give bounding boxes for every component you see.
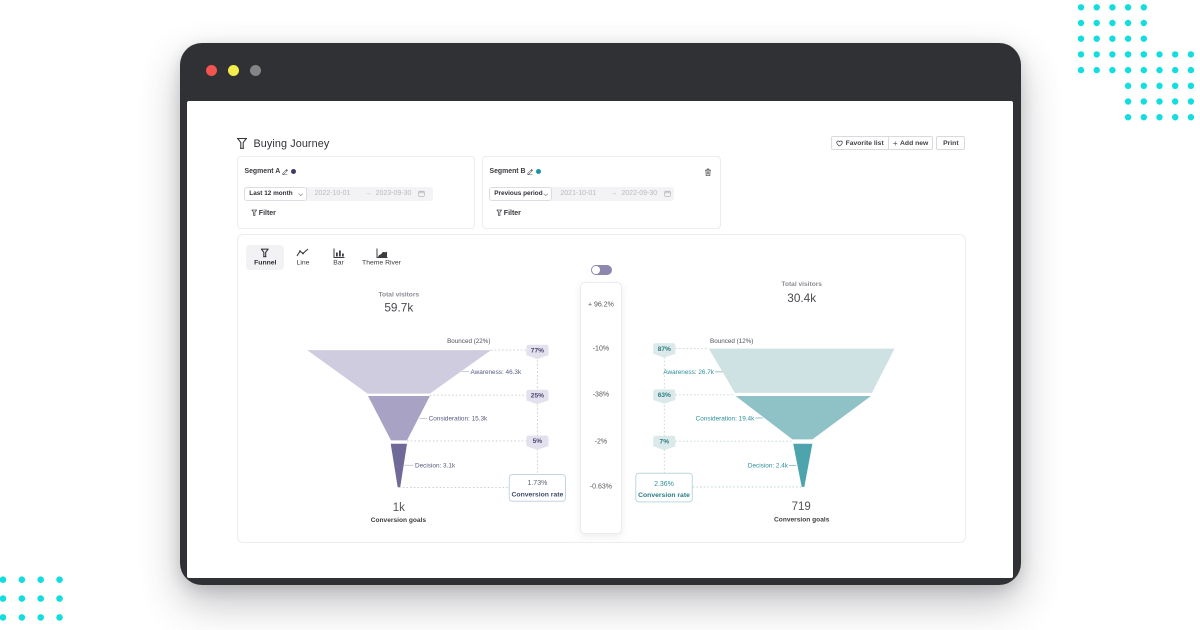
svg-text:Total visitors: Total visitors — [379, 292, 420, 299]
svg-text:Decision: 3.1k: Decision: 3.1k — [415, 463, 456, 470]
svg-text:1k: 1k — [393, 502, 405, 514]
svg-text:Bounced (12%): Bounced (12%) — [710, 338, 753, 345]
svg-text:Awareness: 46.3k: Awareness: 46.3k — [471, 369, 522, 376]
svg-text:Consideration: 19.4k: Consideration: 19.4k — [696, 415, 755, 422]
svg-text:Conversion rate: Conversion rate — [638, 492, 690, 499]
svg-text:Conversion rate: Conversion rate — [512, 491, 564, 498]
svg-text:5%: 5% — [533, 438, 543, 445]
svg-text:719: 719 — [792, 501, 811, 513]
svg-text:87%: 87% — [658, 346, 671, 353]
svg-text:Awareness: 26.7k: Awareness: 26.7k — [663, 369, 714, 376]
svg-text:Decision: 2.4k: Decision: 2.4k — [748, 463, 789, 470]
svg-text:Conversion goals: Conversion goals — [371, 517, 427, 524]
svg-text:30.4k: 30.4k — [787, 291, 816, 305]
svg-text:1.73%: 1.73% — [527, 480, 547, 487]
svg-text:77%: 77% — [531, 347, 544, 354]
svg-text:Consideration: 15.3k: Consideration: 15.3k — [429, 416, 488, 423]
svg-text:63%: 63% — [658, 392, 671, 399]
svg-text:7%: 7% — [660, 439, 670, 446]
svg-text:Bounced (22%): Bounced (22%) — [447, 338, 490, 345]
svg-text:Total visitors: Total visitors — [781, 281, 822, 288]
svg-text:2.36%: 2.36% — [654, 481, 674, 488]
svg-text:25%: 25% — [531, 393, 544, 400]
svg-text:Conversion goals: Conversion goals — [774, 517, 830, 524]
svg-text:59.7k: 59.7k — [384, 301, 413, 315]
